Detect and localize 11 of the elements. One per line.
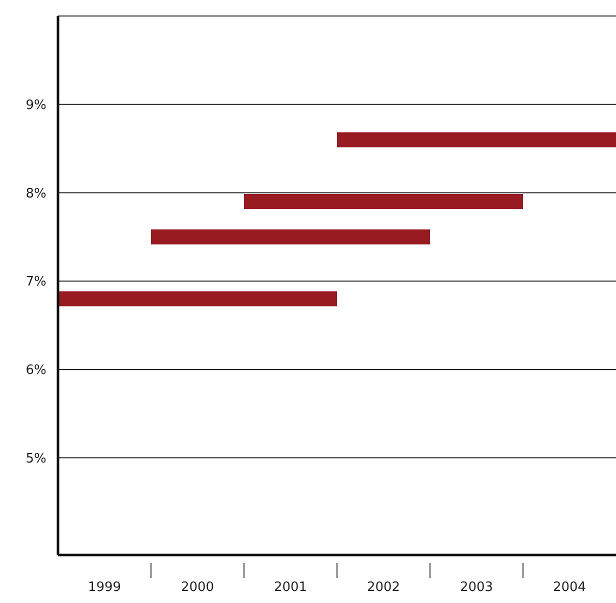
y-tick-label: 6% [26,363,46,378]
y-tick-label: 5% [26,451,46,466]
x-tick-label: 2001 [274,580,308,595]
y-tick-label: 9% [26,98,46,113]
x-tick-label: 2002 [366,580,400,595]
y-tick-label: 8% [26,186,46,202]
x-tick-label: 1999 [88,580,122,595]
y-tick-label: 7% [26,274,46,290]
x-tick-label: 2000 [180,580,214,595]
x-tick-label: 2004 [552,580,586,595]
x-tick-label: 2003 [460,580,494,595]
